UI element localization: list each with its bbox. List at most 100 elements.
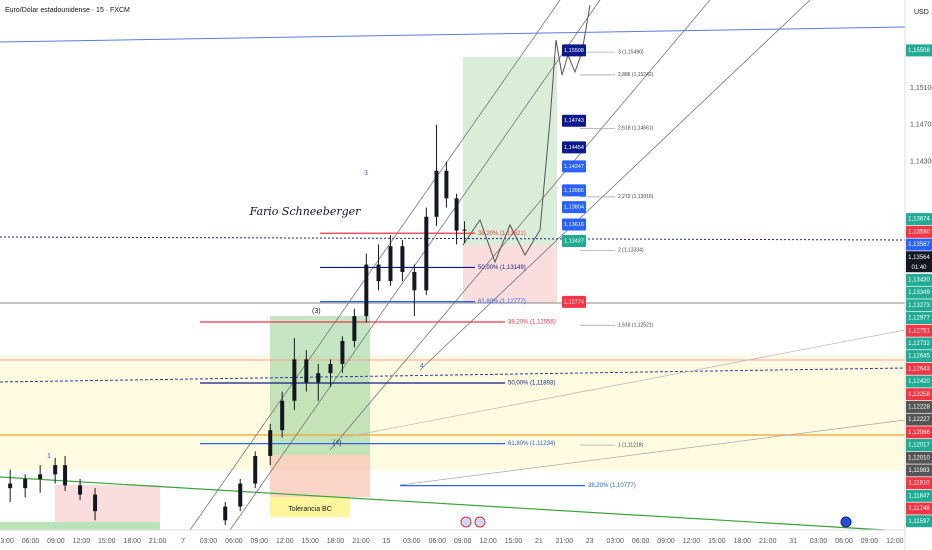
channel-line xyxy=(399,419,906,486)
price-label xyxy=(906,489,932,502)
flag-label: 1,15508 xyxy=(564,48,584,54)
candle-body xyxy=(444,170,449,199)
price-label xyxy=(906,238,932,251)
price-label xyxy=(906,477,932,490)
x-tick-label: 18:00 xyxy=(734,538,752,545)
price-label-text: 1,13349 xyxy=(908,290,930,296)
event-icon[interactable] xyxy=(474,516,486,528)
x-tick-label: 03:00 xyxy=(200,538,218,545)
price-label xyxy=(906,375,932,388)
candle-body xyxy=(223,506,228,521)
fib-label: 61,80% (1,12777) xyxy=(478,299,526,305)
price-label-text: 1,13273 xyxy=(908,303,930,309)
candle-body xyxy=(352,316,357,341)
fib-label: 38,20% (1,10777) xyxy=(588,483,636,489)
wave-label: 1 xyxy=(47,453,51,460)
price-label-text: 1,13674 xyxy=(908,217,930,223)
price-label-text: 1,11847 xyxy=(908,493,930,499)
channel-line xyxy=(419,0,811,371)
candle-body xyxy=(238,483,243,507)
price-label-text: 1,12645 xyxy=(908,354,930,360)
price-label xyxy=(906,413,932,426)
candle-body xyxy=(388,246,393,282)
x-tick-label: 15:00 xyxy=(505,538,523,545)
candle-body xyxy=(316,373,321,383)
trend-line xyxy=(0,26,906,43)
countdown: 01:40 xyxy=(911,265,927,271)
flag xyxy=(562,201,586,214)
x-tick-label: 21:00 xyxy=(352,538,370,545)
candle-body xyxy=(454,198,459,231)
price-label-text: 1,12977 xyxy=(908,316,930,322)
x-tick-label: 09:00 xyxy=(657,538,675,545)
candle-body xyxy=(23,478,28,489)
price-label-text: 1,13567 xyxy=(908,242,930,248)
price-label-text: 1,12227 xyxy=(908,417,930,423)
channel-line xyxy=(189,0,561,531)
fib-label: 50,00% (1,11893) xyxy=(508,381,555,387)
candle-body xyxy=(63,465,68,486)
x-tick-label: 12:00 xyxy=(276,538,294,545)
flag-label: 1,14743 xyxy=(564,118,584,124)
price-label xyxy=(906,213,932,226)
flag-label: 1,13616 xyxy=(564,222,584,228)
price-label-text: 1,12732 xyxy=(908,341,930,347)
flag xyxy=(562,160,586,173)
x-tick-label: 03:00 xyxy=(0,538,14,545)
event-icon[interactable] xyxy=(460,516,472,528)
x-tick-label: 15:00 xyxy=(301,538,319,545)
x-tick-label: 03:00 xyxy=(606,538,624,545)
wave-label: 4 xyxy=(420,363,424,370)
x-tick-label: 06:00 xyxy=(225,538,243,545)
x-tick-label: 15 xyxy=(383,538,391,545)
x-tick-label: 09:00 xyxy=(861,538,879,545)
flag-label: 1,12774 xyxy=(564,299,584,305)
x-tick-label: 06:00 xyxy=(22,538,40,545)
candle-body xyxy=(340,340,345,364)
price-label xyxy=(906,324,932,337)
price-label xyxy=(906,515,932,528)
x-tick-label: 06:00 xyxy=(632,538,650,545)
price-label xyxy=(906,362,932,375)
projection-path xyxy=(462,4,591,264)
price-line xyxy=(0,236,906,241)
x-tick-label: 03:00 xyxy=(810,538,828,545)
flag-label: 1,14454 xyxy=(564,145,584,151)
flag xyxy=(562,184,586,197)
chart-title: Euro/Dólar estadounidense · 15 · FXCM xyxy=(5,7,130,14)
logo: Fario Schneeberger xyxy=(249,205,362,218)
flag xyxy=(562,218,586,231)
fib-label: 38,20% (1,13521) xyxy=(478,231,526,237)
wave-label: 3 xyxy=(364,170,368,177)
candle-body xyxy=(412,271,417,291)
x-tick-label: 09:00 xyxy=(47,538,65,545)
profit-zone xyxy=(463,57,557,245)
x-tick-label: 21:00 xyxy=(759,538,777,545)
extension-label: 2,618 (1,14661) xyxy=(618,126,654,132)
candle-body xyxy=(8,483,13,489)
x-tick-label: 12:00 xyxy=(479,538,497,545)
extension-label: 1 (1,11218) xyxy=(618,442,644,448)
y-tick-label: 1,15100 xyxy=(910,85,932,92)
price-label-text: 1,11910 xyxy=(908,481,930,487)
price-label xyxy=(906,350,932,363)
x-tick-label: 18:00 xyxy=(123,538,141,545)
loss-zone xyxy=(55,485,160,522)
price-label xyxy=(906,273,932,286)
price-label-text: 1,12010 xyxy=(908,455,930,461)
candle-body xyxy=(292,359,297,401)
price-label-text: 1,12228 xyxy=(908,405,930,411)
annotation: Tolerancia BC xyxy=(288,506,332,513)
x-tick-label: 12:00 xyxy=(73,538,91,545)
candle-body xyxy=(462,229,467,231)
candle-body xyxy=(268,430,273,456)
price-label-text: 1,11983 xyxy=(908,468,930,474)
extension-label: 2,886 (1,15242) xyxy=(618,72,654,78)
event-icon[interactable] xyxy=(840,516,852,528)
price-label xyxy=(906,337,932,350)
trend-line xyxy=(0,476,886,531)
price-label xyxy=(906,286,932,299)
price-label xyxy=(906,426,932,439)
